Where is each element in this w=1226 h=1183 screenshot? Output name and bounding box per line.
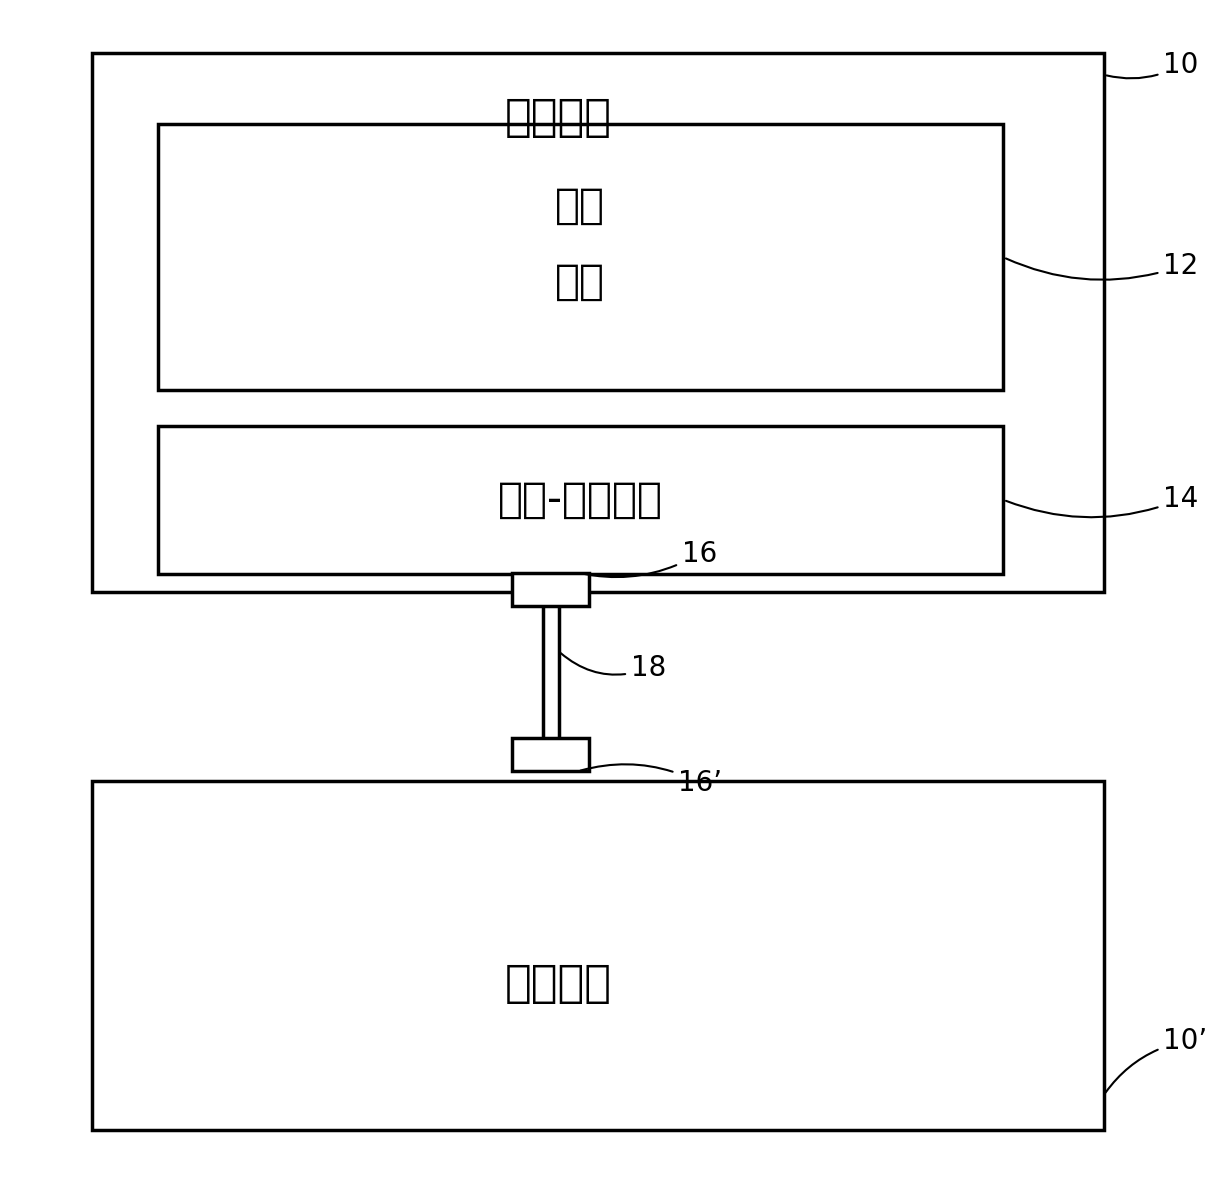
Text: 电子设备: 电子设备 — [504, 962, 612, 1004]
Text: 16: 16 — [581, 539, 717, 577]
Text: 电子设备: 电子设备 — [504, 96, 612, 140]
Text: 输入-输出设备: 输入-输出设备 — [498, 479, 663, 521]
Text: 控制: 控制 — [555, 185, 606, 227]
Bar — [512, 573, 590, 606]
Text: 18: 18 — [560, 653, 666, 683]
Text: 14: 14 — [1007, 485, 1198, 517]
Text: 16’: 16’ — [580, 764, 722, 797]
Bar — [543, 603, 559, 763]
Bar — [158, 124, 1003, 390]
Text: 12: 12 — [1005, 252, 1198, 280]
Bar — [158, 426, 1003, 574]
Bar — [92, 53, 1103, 592]
Text: 10’: 10’ — [1106, 1027, 1208, 1093]
Bar — [512, 738, 590, 771]
Bar — [92, 781, 1103, 1130]
Text: 10: 10 — [1107, 51, 1199, 79]
Text: 电路: 电路 — [555, 260, 606, 303]
